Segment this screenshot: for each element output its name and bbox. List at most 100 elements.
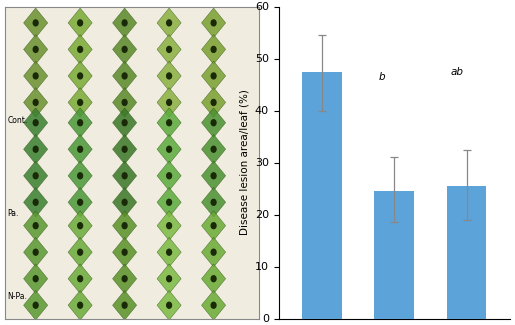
Circle shape [33,73,38,79]
Polygon shape [157,211,181,240]
Circle shape [122,146,127,152]
Polygon shape [113,291,136,320]
Polygon shape [113,108,136,137]
Polygon shape [24,291,48,320]
Circle shape [78,20,82,26]
Polygon shape [157,34,181,64]
Circle shape [211,249,216,255]
Polygon shape [113,8,136,38]
Circle shape [211,199,216,205]
Circle shape [211,146,216,152]
Polygon shape [201,88,226,117]
Circle shape [167,99,171,105]
Polygon shape [201,161,226,190]
Circle shape [33,120,38,126]
Polygon shape [113,188,136,217]
Polygon shape [68,61,92,91]
Polygon shape [113,237,136,267]
Circle shape [78,173,82,179]
Polygon shape [24,34,48,64]
Polygon shape [68,8,92,38]
Polygon shape [201,237,226,267]
Circle shape [78,99,82,105]
Polygon shape [24,161,48,190]
Circle shape [167,173,171,179]
Polygon shape [68,108,92,137]
Circle shape [167,276,171,282]
Circle shape [33,46,38,52]
Polygon shape [157,61,181,91]
Circle shape [211,20,216,26]
Circle shape [167,146,171,152]
Circle shape [167,46,171,52]
Polygon shape [157,135,181,164]
Circle shape [78,302,82,308]
Circle shape [33,20,38,26]
Polygon shape [68,135,92,164]
Polygon shape [24,8,48,38]
Circle shape [167,120,171,126]
Polygon shape [68,161,92,190]
Circle shape [167,199,171,205]
Polygon shape [113,88,136,117]
Circle shape [167,73,171,79]
Polygon shape [24,188,48,217]
Text: Pa.: Pa. [8,210,19,218]
Polygon shape [113,135,136,164]
Polygon shape [113,264,136,293]
Circle shape [122,276,127,282]
Polygon shape [24,88,48,117]
Circle shape [122,223,127,229]
Circle shape [211,223,216,229]
Polygon shape [157,8,181,38]
Text: Cont.: Cont. [8,116,28,125]
Circle shape [211,173,216,179]
Circle shape [33,276,38,282]
Polygon shape [68,34,92,64]
Polygon shape [201,108,226,137]
Polygon shape [113,34,136,64]
Circle shape [33,302,38,308]
Polygon shape [68,264,92,293]
Polygon shape [201,8,226,38]
Polygon shape [157,161,181,190]
Circle shape [33,99,38,105]
Polygon shape [157,291,181,320]
Circle shape [211,276,216,282]
Circle shape [33,223,38,229]
Polygon shape [157,108,181,137]
Circle shape [122,249,127,255]
Circle shape [211,99,216,105]
Polygon shape [24,211,48,240]
Circle shape [167,249,171,255]
Polygon shape [68,237,92,267]
Polygon shape [201,135,226,164]
Circle shape [211,46,216,52]
Y-axis label: Disease lesion area/leaf (%): Disease lesion area/leaf (%) [239,90,249,235]
Circle shape [78,146,82,152]
Circle shape [211,120,216,126]
Circle shape [122,199,127,205]
Polygon shape [157,237,181,267]
Text: N-Pa.: N-Pa. [8,292,28,301]
Circle shape [78,199,82,205]
Polygon shape [24,108,48,137]
Circle shape [167,302,171,308]
Circle shape [211,302,216,308]
Circle shape [33,199,38,205]
Polygon shape [113,61,136,91]
Bar [302,72,342,318]
Polygon shape [201,61,226,91]
Circle shape [122,73,127,79]
Circle shape [33,249,38,255]
Circle shape [122,20,127,26]
Polygon shape [157,264,181,293]
Polygon shape [201,264,226,293]
Circle shape [122,120,127,126]
Polygon shape [68,291,92,320]
Polygon shape [201,188,226,217]
Circle shape [78,120,82,126]
Circle shape [78,46,82,52]
Polygon shape [201,211,226,240]
Polygon shape [201,34,226,64]
